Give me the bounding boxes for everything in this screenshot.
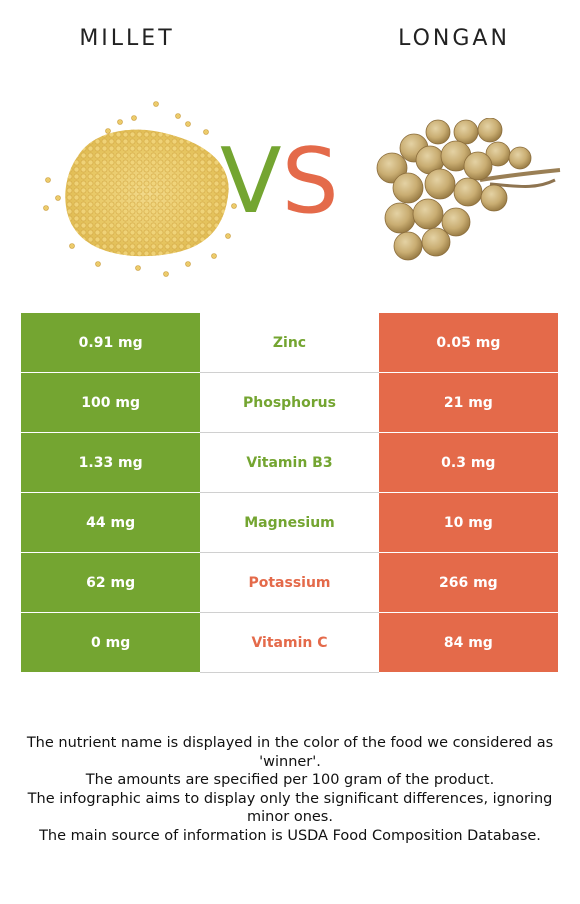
left-value: 1.33 mg bbox=[21, 432, 201, 493]
footnote-line: The nutrient name is displayed in the co… bbox=[26, 735, 554, 770]
nutrient-comparison-table: 0.91 mg Zinc 0.05 mg 100 mg Phosphorus 21 mg 1… bbox=[21, 313, 558, 673]
left-value: 100 mg bbox=[21, 372, 201, 433]
right-value: 10 mg bbox=[378, 492, 558, 553]
right-value: 0.05 mg bbox=[378, 313, 558, 373]
longan-image-icon bbox=[376, 118, 561, 261]
footnote: The nutrient name is displayed in the co… bbox=[14, 734, 566, 845]
nutrient-name: Phosphorus bbox=[200, 372, 379, 433]
right-value: 21 mg bbox=[378, 372, 558, 433]
table-row: 0 mg Vitamin C 84 mg bbox=[21, 612, 558, 673]
nutrient-name: Vitamin B3 bbox=[200, 432, 379, 493]
right-value: 84 mg bbox=[378, 612, 558, 673]
left-value: 44 mg bbox=[21, 492, 201, 553]
table-row: 1.33 mg Vitamin B3 0.3 mg bbox=[21, 432, 558, 493]
nutrient-name: Vitamin C bbox=[200, 612, 379, 673]
table-row: 0.91 mg Zinc 0.05 mg bbox=[21, 313, 558, 373]
nutrient-name: Potassium bbox=[200, 552, 379, 613]
right-value: 0.3 mg bbox=[378, 432, 558, 493]
footnote-line: The amounts are specified per 100 gram o… bbox=[85, 772, 495, 788]
left-value: 0 mg bbox=[21, 612, 201, 673]
left-value: 0.91 mg bbox=[21, 313, 201, 373]
right-value: 266 mg bbox=[378, 552, 558, 613]
nutrient-name: Magnesium bbox=[200, 492, 379, 553]
footnote-line: The main source of information is USDA F… bbox=[39, 827, 541, 844]
millet-image-icon bbox=[43, 101, 237, 277]
vs-v-letter: V bbox=[220, 129, 282, 234]
vs-s-letter: S bbox=[281, 129, 339, 234]
right-food-title: LONGAN bbox=[398, 26, 510, 51]
table-row: 62 mg Potassium 266 mg bbox=[21, 552, 558, 613]
vs-label: VS bbox=[220, 132, 339, 232]
table-row: 100 mg Phosphorus 21 mg bbox=[21, 372, 558, 433]
table-row: 44 mg Magnesium 10 mg bbox=[21, 492, 558, 553]
left-value: 62 mg bbox=[21, 552, 201, 613]
nutrient-name: Zinc bbox=[200, 313, 379, 373]
left-food-title: MILLET bbox=[79, 26, 175, 51]
footnote-line: The infographic aims to display only the… bbox=[27, 790, 553, 826]
